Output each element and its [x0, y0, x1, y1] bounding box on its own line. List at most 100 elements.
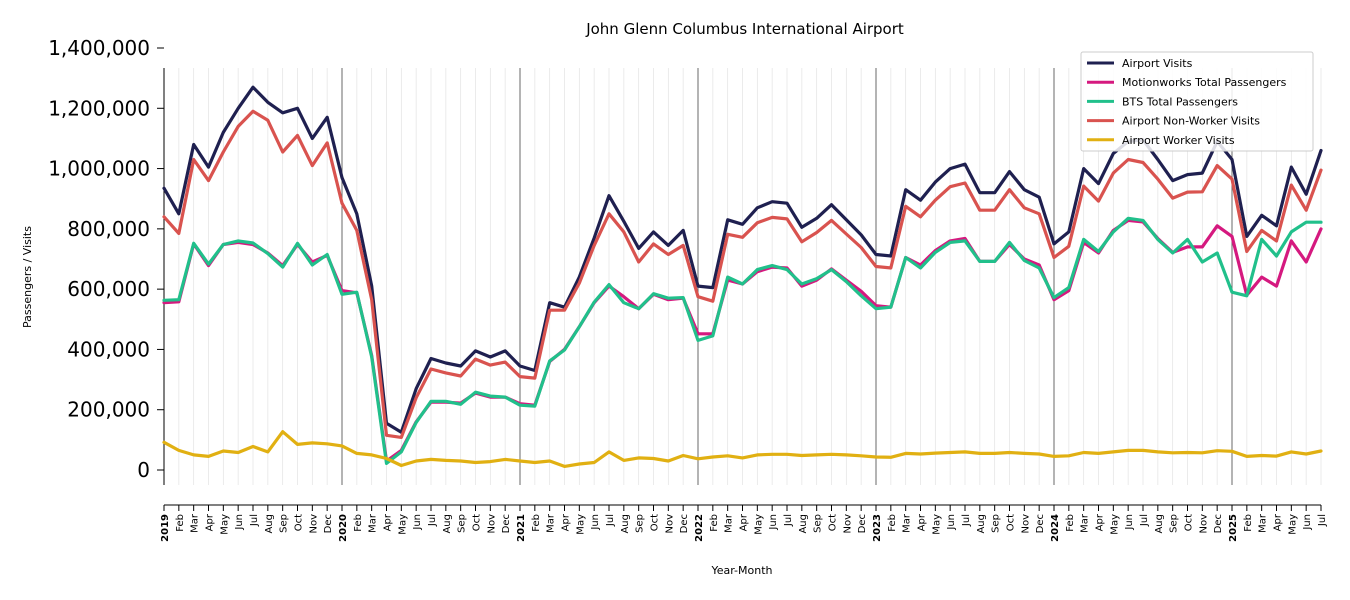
x-tick-label-month: Jul	[1317, 514, 1328, 527]
x-tick-label-month: Jul	[249, 514, 260, 527]
x-tick-label-year: 2025	[1228, 514, 1239, 542]
x-tick-label-month: Apr	[561, 513, 572, 531]
x-tick-label-month: Dec	[1213, 514, 1224, 533]
x-tick-label-month: Jun	[768, 514, 779, 531]
x-tick-label-month: Feb	[175, 514, 186, 532]
x-tick-label-month: Aug	[798, 514, 809, 534]
x-tick-label-month: Jun	[1302, 514, 1313, 531]
x-tick-label-month: Sep	[457, 514, 468, 533]
x-tick-label-year: 2019	[160, 514, 171, 542]
x-tick-label-month: May	[219, 514, 230, 535]
x-tick-label-month: Mar	[902, 513, 913, 533]
x-tick-label-month: Aug	[1154, 514, 1165, 534]
x-tick-label-month: May	[575, 514, 586, 535]
x-tick-label-month: Sep	[279, 514, 290, 533]
y-tick-label: 1,000,000	[48, 157, 150, 181]
x-tick-label-month: Dec	[323, 514, 334, 533]
x-tick-label-month: Nov	[1198, 514, 1209, 534]
x-tick-label-month: Oct	[472, 514, 483, 531]
x-axis: 2019 Feb Mar Apr May Jun Jul Aug Sep Oct Nov Dec 202…	[160, 504, 1328, 542]
x-tick-label-month: Jul	[427, 514, 438, 527]
x-tick-label-month: Jun	[234, 514, 245, 531]
x-tick-label-month: Apr	[739, 513, 750, 531]
x-tick-label-month: Mar	[190, 513, 201, 533]
y-tick-label: 600,000	[67, 277, 150, 301]
legend: Airport Visits Motionworks Total Passenge…	[1080, 51, 1314, 152]
x-tick-label-month: Feb	[1243, 514, 1254, 532]
x-tick-label-month: Jun	[1124, 514, 1135, 531]
x-tick-label-month: Mar	[368, 513, 379, 533]
series-line-airport-worker-visits	[162, 430, 1323, 468]
x-tick-label-month: Jul	[605, 514, 616, 527]
x-tick-label-month: Aug	[264, 514, 275, 534]
x-tick-label-month: Feb	[1065, 514, 1076, 532]
x-tick-label-month: Feb	[709, 514, 720, 532]
x-tick-label-month: Mar	[724, 513, 735, 533]
y-tick-label: 200,000	[67, 398, 150, 422]
x-tick-label-month: Oct	[1006, 514, 1017, 531]
x-tick-label-month: Nov	[486, 514, 497, 534]
x-tick-label-month: Jul	[961, 514, 972, 527]
series-line-bts-total-passengers	[162, 216, 1323, 465]
x-tick-label-month: Feb	[531, 514, 542, 532]
x-tick-label-month: Nov	[308, 514, 319, 534]
x-tick-label-month: Nov	[1020, 514, 1031, 534]
y-axis: 0 200,000 400,000 600,000 800,000 1,000,000 1,…	[48, 36, 165, 485]
y-axis-label: Passengers / Visits	[21, 226, 34, 328]
legend-label-airport-worker-visits: Airport Worker Visits	[1122, 134, 1235, 147]
x-tick-label-month: Dec	[1035, 514, 1046, 533]
x-tick-label-month: Jun	[590, 514, 601, 531]
x-tick-label-month: Oct	[650, 514, 661, 531]
x-tick-label-year: 2022	[694, 514, 705, 542]
legend-label-motionworks-total-passengers: Motionworks Total Passengers	[1122, 76, 1287, 89]
legend-label-airport-non-worker-visits: Airport Non-Worker Visits	[1122, 115, 1260, 128]
x-tick-label-month: Mar	[546, 513, 557, 533]
x-tick-label-month: May	[931, 514, 942, 535]
x-tick-label-month: Mar	[1258, 513, 1269, 533]
x-tick-label-month: Apr	[917, 513, 928, 531]
x-tick-label-month: May	[397, 514, 408, 535]
x-tick-label-year: 2024	[1050, 514, 1061, 542]
x-tick-label-month: Oct	[1184, 514, 1195, 531]
x-tick-label-month: Dec	[857, 514, 868, 533]
x-tick-label-month: Nov	[664, 514, 675, 534]
legend-label-bts-total-passengers: BTS Total Passengers	[1122, 95, 1238, 108]
x-tick-label-month: Feb	[353, 514, 364, 532]
x-tick-label-month: Aug	[620, 514, 631, 534]
y-tick-label: 400,000	[67, 337, 150, 361]
x-tick-label-month: Apr	[205, 513, 216, 531]
x-tick-label-month: Apr	[1273, 513, 1284, 531]
x-tick-label-month: Nov	[842, 514, 853, 534]
x-tick-label-month: Apr	[1095, 513, 1106, 531]
y-tick-label: 1,400,000	[48, 36, 150, 60]
x-tick-label-month: May	[1109, 514, 1120, 535]
x-tick-label-month: May	[753, 514, 764, 535]
y-tick-label: 1,200,000	[48, 96, 150, 120]
series-line-airport-non-worker-visits	[162, 109, 1323, 439]
x-tick-label-month: Mar	[1080, 513, 1091, 533]
x-tick-label-month: Aug	[442, 514, 453, 534]
legend-label-airport-visits: Airport Visits	[1122, 57, 1193, 70]
x-tick-label-month: Sep	[635, 514, 646, 533]
x-tick-label-month: Dec	[501, 514, 512, 533]
x-tick-label-month: Sep	[813, 514, 824, 533]
y-tick-label: 0	[137, 458, 150, 482]
x-tick-label-month: Jul	[1139, 514, 1150, 527]
chart-title: John Glenn Columbus International Airpor…	[585, 20, 904, 38]
x-tick-label-month: Apr	[383, 513, 394, 531]
x-tick-label-month: Dec	[679, 514, 690, 533]
x-tick-label-month: Sep	[1169, 514, 1180, 533]
y-tick-label: 800,000	[67, 217, 150, 241]
x-tick-label-month: Jun	[412, 514, 423, 531]
x-tick-label-month: Sep	[991, 514, 1002, 533]
x-tick-label-month: May	[1287, 514, 1298, 535]
x-tick-label-year: 2023	[872, 514, 883, 542]
x-tick-label-month: Oct	[294, 514, 305, 531]
x-tick-label-month: Feb	[887, 514, 898, 532]
x-tick-label-year: 2021	[516, 514, 527, 542]
x-tick-label-month: Jul	[783, 514, 794, 527]
legend-box	[1080, 51, 1314, 152]
x-tick-label-month: Oct	[828, 514, 839, 531]
x-axis-label: Year-Month	[710, 564, 772, 577]
